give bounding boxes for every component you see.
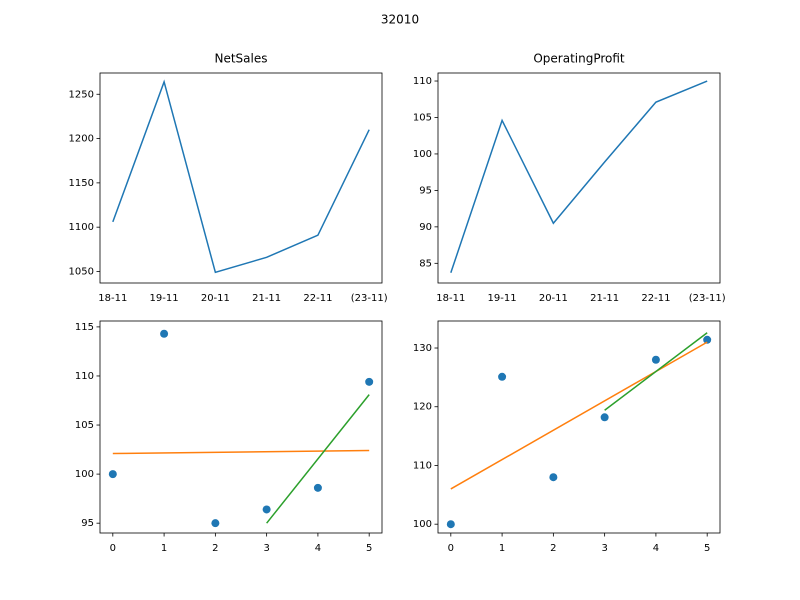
x-tick-label: 3 xyxy=(263,543,269,554)
point xyxy=(703,335,712,344)
subplot-title: OperatingProfit xyxy=(533,52,625,66)
y-tick-label: 110 xyxy=(413,460,432,471)
y-tick-label: 130 xyxy=(413,343,432,354)
x-tick-label: 4 xyxy=(653,543,659,554)
x-tick-label: 0 xyxy=(448,543,454,554)
x-tick-label: 21-11 xyxy=(252,293,281,304)
y-tick-label: 85 xyxy=(419,258,432,269)
x-tick-label: 19-11 xyxy=(150,293,179,304)
point xyxy=(108,470,117,479)
point xyxy=(498,372,507,381)
point xyxy=(262,505,271,514)
x-tick-label: 22-11 xyxy=(303,293,332,304)
x-tick-label: 20-11 xyxy=(539,293,568,304)
x-tick-label: 5 xyxy=(704,543,710,554)
point xyxy=(600,413,609,422)
y-tick-label: 90 xyxy=(419,222,432,233)
y-tick-label: 1250 xyxy=(69,89,94,100)
y-tick-label: 115 xyxy=(75,322,94,333)
y-tick-label: 1050 xyxy=(69,266,94,277)
axes-frame xyxy=(99,72,383,284)
x-tick-label: 20-11 xyxy=(201,293,230,304)
x-tick-label: 18-11 xyxy=(98,293,127,304)
point xyxy=(651,355,660,364)
x-tick-label: 21-11 xyxy=(590,293,619,304)
axes-frame xyxy=(99,320,383,534)
point xyxy=(446,520,455,529)
x-tick-label: 19-11 xyxy=(488,293,517,304)
point xyxy=(549,473,558,482)
x-tick-label: 1 xyxy=(161,543,167,554)
subplot-title: NetSales xyxy=(214,52,267,66)
axes-frame xyxy=(437,72,721,284)
fit-line xyxy=(112,449,370,455)
x-tick-label: 22-11 xyxy=(641,293,670,304)
x-tick-label: 1 xyxy=(499,543,505,554)
y-tick-label: 110 xyxy=(413,76,432,87)
point xyxy=(160,329,169,338)
point xyxy=(313,483,322,492)
x-tick-label: 3 xyxy=(601,543,607,554)
fit-line xyxy=(604,332,708,411)
line xyxy=(450,80,708,274)
x-tick-label: 2 xyxy=(550,543,556,554)
x-tick-label: 4 xyxy=(315,543,321,554)
x-tick-label: 2 xyxy=(212,543,218,554)
y-tick-label: 110 xyxy=(75,371,94,382)
fit-line xyxy=(266,394,370,524)
x-tick-label: (23-11) xyxy=(351,293,388,304)
point xyxy=(211,519,220,528)
y-tick-label: 105 xyxy=(413,112,432,123)
y-tick-label: 105 xyxy=(75,420,94,431)
y-tick-label: 1100 xyxy=(69,222,94,233)
point xyxy=(365,377,374,386)
x-tick-label: 5 xyxy=(366,543,372,554)
x-tick-label: 18-11 xyxy=(436,293,465,304)
y-tick-label: 100 xyxy=(413,149,432,160)
x-tick-label: 0 xyxy=(110,543,116,554)
fit-line xyxy=(450,341,708,490)
y-tick-label: 95 xyxy=(419,185,432,196)
y-tick-label: 1200 xyxy=(69,134,94,145)
y-tick-label: 100 xyxy=(75,469,94,480)
y-tick-label: 1150 xyxy=(69,178,94,189)
y-tick-label: 100 xyxy=(413,519,432,530)
axes-frame xyxy=(437,320,721,534)
x-tick-label: (23-11) xyxy=(689,293,726,304)
figure-title: 32010 xyxy=(381,13,419,27)
y-tick-label: 120 xyxy=(413,402,432,413)
y-tick-label: 95 xyxy=(81,518,94,529)
line xyxy=(112,79,370,274)
